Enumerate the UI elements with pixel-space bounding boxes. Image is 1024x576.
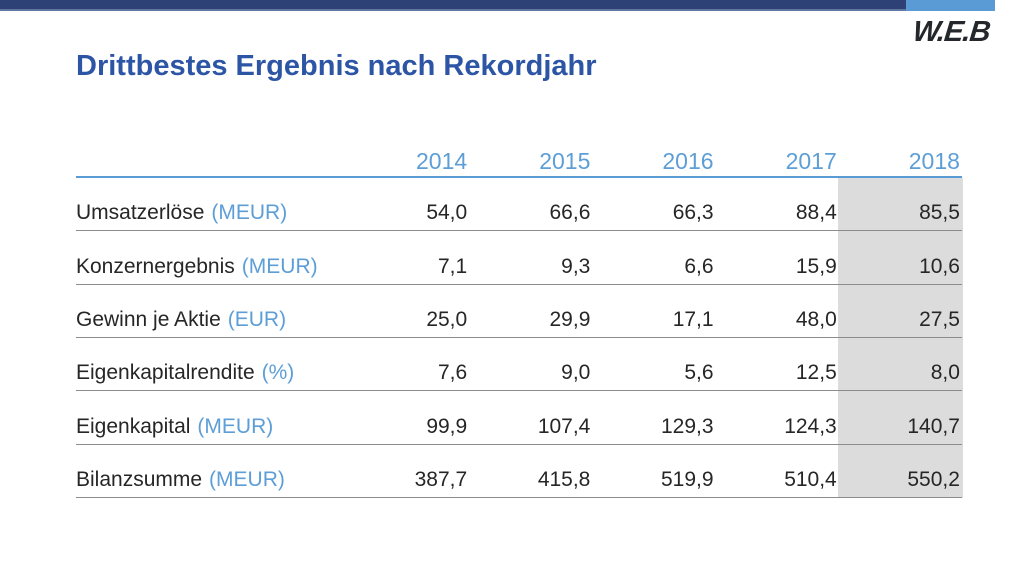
column-header-2014: 2014	[416, 148, 468, 174]
value-2017: 12,5	[795, 361, 837, 385]
value-2015: 29,9	[549, 307, 591, 331]
value-2016: 6,6	[684, 254, 714, 278]
row-label-text: Eigenkapitalrendite	[76, 361, 255, 385]
row-label-text: Konzernergebnis	[76, 254, 235, 278]
highlighted-column-band-2018	[838, 178, 963, 498]
row-label: Eigenkapitalrendite (%)	[76, 362, 346, 390]
value-2015: 66,6	[549, 201, 591, 225]
value-2014: 54,0	[426, 201, 468, 225]
value-2016: 519,9	[661, 467, 714, 491]
table-row-eigenkapitalrendite: Eigenkapitalrendite (%) 7,6 9,0 5,6 12,5 …	[76, 338, 962, 392]
column-header-2016: 2016	[662, 148, 714, 174]
value-2017: 510,4	[784, 467, 837, 491]
column-header-2017: 2017	[785, 148, 837, 174]
value-2016: 129,3	[661, 414, 714, 438]
value-2014: 99,9	[426, 414, 468, 438]
row-label: Bilanzsumme (MEUR)	[76, 469, 346, 497]
value-2017: 15,9	[795, 254, 837, 278]
table-row-bilanzsumme: Bilanzsumme (MEUR) 387,7 415,8 519,9 510,…	[76, 445, 962, 498]
value-2017: 48,0	[795, 307, 837, 331]
header-spacer	[76, 173, 346, 176]
table-row-umsatzerloese: Umsatzerlöse (MEUR) 54,0 66,6 66,3 88,4 8…	[76, 178, 962, 232]
row-unit: (EUR)	[227, 307, 287, 331]
value-2016: 17,1	[672, 307, 714, 331]
value-2015: 107,4	[537, 414, 591, 438]
value-2014: 7,1	[437, 254, 468, 278]
row-label: Umsatzerlöse (MEUR)	[76, 202, 346, 230]
table-row-gewinn-je-aktie: Gewinn je Aktie (EUR) 25,0 29,9 17,1 48,0…	[76, 285, 962, 338]
financial-results-table: 2014 2015 2016 2017 2018 Umsatzerlöse (ME…	[76, 148, 962, 498]
column-header-2015: 2015	[539, 148, 591, 174]
value-2014: 7,6	[437, 361, 468, 385]
row-unit: (MEUR)	[209, 467, 285, 491]
table-row-eigenkapital: Eigenkapital (MEUR) 99,9 107,4 129,3 124,…	[76, 391, 962, 445]
row-unit: (MEUR)	[241, 254, 318, 278]
value-2014: 387,7	[414, 467, 468, 491]
value-2017: 88,4	[795, 201, 837, 225]
value-2016: 5,6	[684, 361, 714, 385]
value-2015: 9,3	[561, 254, 591, 278]
row-label-text: Umsatzerlöse	[76, 201, 205, 225]
value-2015: 9,0	[561, 361, 591, 385]
value-2014: 25,0	[426, 307, 468, 331]
row-label: Gewinn je Aktie (EUR)	[76, 309, 346, 337]
web-logo: W.E.B	[911, 16, 992, 48]
slide-title: Drittbestes Ergebnis nach Rekordjahr	[76, 50, 597, 82]
row-label-text: Bilanzsumme	[76, 467, 203, 491]
top-bar-navy-segment	[0, 0, 906, 11]
value-2017: 124,3	[784, 414, 837, 438]
row-label-text: Gewinn je Aktie	[76, 307, 221, 331]
row-unit: (MEUR)	[211, 201, 288, 225]
row-label-text: Eigenkapital	[76, 414, 191, 438]
row-label: Konzernergebnis (MEUR)	[76, 256, 346, 284]
value-2018: 10,6	[919, 254, 960, 278]
value-2018: 550,2	[907, 467, 960, 491]
value-2016: 66,3	[672, 201, 714, 225]
value-2015: 415,8	[537, 467, 591, 491]
value-2018: 27,5	[919, 307, 960, 331]
row-unit: (%)	[261, 361, 295, 385]
table-row-konzernergebnis: Konzernergebnis (MEUR) 7,1 9,3 6,6 15,9 1…	[76, 231, 962, 285]
value-2018: 85,5	[919, 201, 960, 225]
row-unit: (MEUR)	[197, 414, 274, 438]
top-bar-lightblue-segment	[906, 0, 995, 11]
value-2018: 8,0	[930, 361, 960, 385]
value-2018: 140,7	[907, 414, 960, 438]
row-label: Eigenkapital (MEUR)	[76, 416, 346, 444]
table-header-row: 2014 2015 2016 2017 2018	[76, 148, 962, 178]
column-header-2018: 2018	[908, 148, 960, 174]
